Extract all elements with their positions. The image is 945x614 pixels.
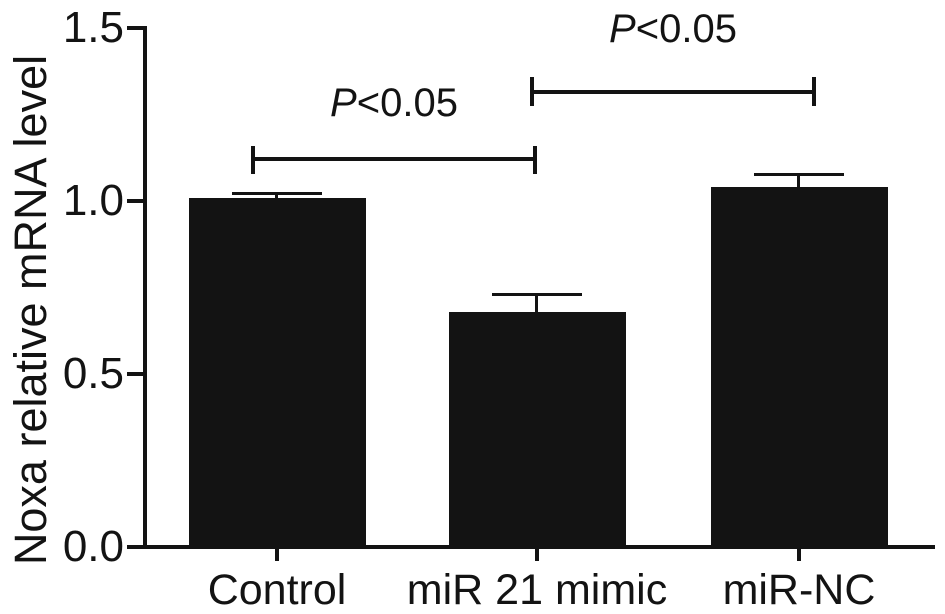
error-bar-cap [492,293,582,296]
error-bar-whisker [797,173,800,189]
y-axis-tick [127,372,143,376]
significance-bracket-end-left [530,77,534,106]
significance-bracket-end-right [533,146,537,174]
significance-bracket-line [532,90,814,94]
y-axis-tick [127,545,143,549]
y-tick-label: 0.5 [62,349,124,398]
significance-bracket-line [253,157,535,161]
x-axis-tick [797,549,801,561]
significance-label-p: P [330,81,357,125]
x-axis-tick [275,549,279,561]
significance-label-p: P [609,7,636,51]
x-axis-label: miR 21 mimic [406,566,668,614]
y-tick-label: 1.5 [62,3,124,52]
x-axis-label: Control [207,566,347,614]
bar [188,198,366,549]
y-tick-label: 0.0 [62,522,124,571]
significance-label: P<0.05 [330,81,458,125]
error-bar-cap [754,173,844,176]
significance-bracket-end-right [812,77,816,106]
y-tick-label: 1.0 [62,176,124,225]
significance-bracket-end-left [251,146,255,174]
y-axis-tick [127,26,143,30]
significance-label: P<0.05 [609,7,737,51]
error-bar-whisker [275,192,278,200]
y-axis-line [143,26,147,549]
bar [710,187,888,549]
error-bar-whisker [535,293,538,314]
x-axis-label: miR-NC [722,566,876,614]
error-bar-cap [232,192,322,195]
y-axis-tick [127,199,143,203]
bar [448,312,626,549]
x-axis-tick [535,549,539,561]
